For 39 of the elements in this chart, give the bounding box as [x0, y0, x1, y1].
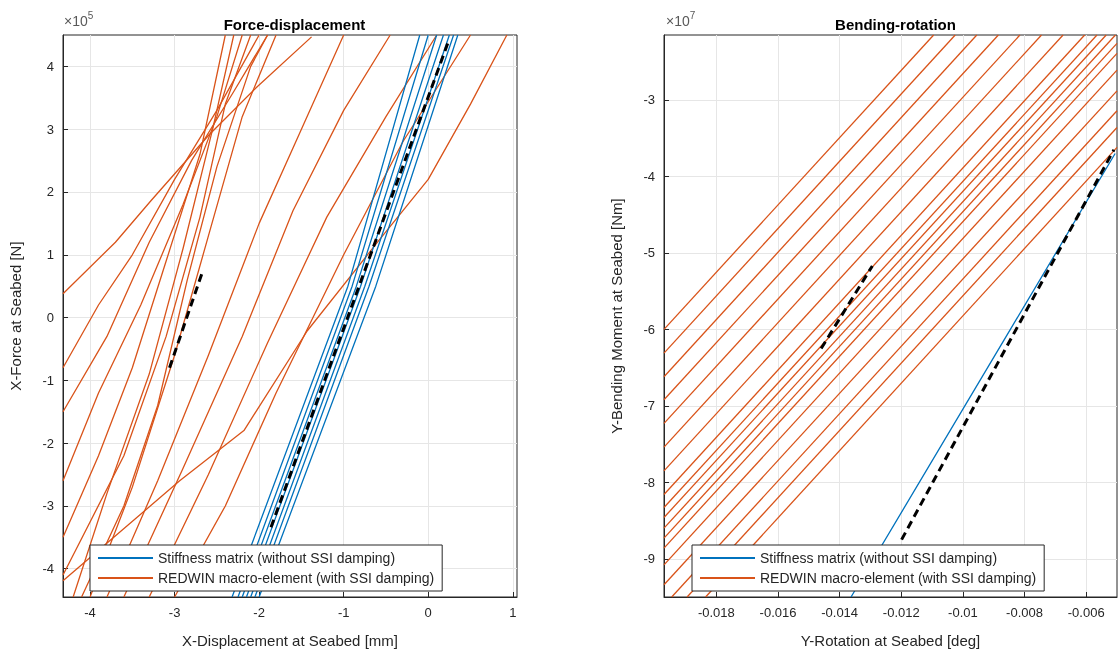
chart-title: Force-displacement — [223, 16, 366, 33]
y-tick-label: -4 — [643, 168, 655, 184]
x-tick-label: -2 — [253, 605, 265, 620]
y-tick-label: -6 — [643, 321, 655, 337]
y-axis-title: X-Force at Seabed [N] — [7, 241, 24, 391]
y-tick-label: -4 — [42, 561, 54, 577]
y-tick-label: -5 — [643, 245, 655, 261]
x-tick-label: -0.006 — [1067, 605, 1105, 620]
y-tick-label: 4 — [46, 58, 54, 74]
y-tick-label: -9 — [643, 551, 655, 567]
x-tick-label: -0.012 — [882, 605, 920, 620]
x-tick-label: -0.016 — [759, 605, 797, 620]
y-tick-label: 3 — [46, 121, 54, 137]
x-tick-label: -4 — [84, 605, 96, 620]
x-tick-label: -0.018 — [697, 605, 735, 620]
y-tick-label: -1 — [42, 372, 54, 388]
x-tick-label: -1 — [337, 605, 350, 620]
x-axis-title: X-Displacement at Seabed [mm] — [182, 632, 398, 649]
legend-label: REDWIN macro-element (with SSI damping) — [158, 570, 435, 586]
x-tick-label: -0.014 — [821, 605, 859, 620]
y-tick-label: 1 — [46, 247, 54, 263]
legend-label: REDWIN macro-element (with SSI damping) — [760, 570, 1037, 586]
x-axis-title: Y-Rotation at Seabed [deg] — [800, 632, 981, 649]
y-tick-label: -2 — [42, 435, 54, 451]
y-tick-label: -3 — [643, 92, 655, 108]
y-tick-label: -8 — [643, 474, 655, 490]
legend-label: Stiffness matrix (without SSI damping) — [158, 550, 396, 566]
y-tick-label: 0 — [46, 310, 54, 326]
x-tick-label: -0.008 — [1006, 605, 1043, 620]
x-tick-label: -3 — [168, 605, 181, 620]
legend-label: Stiffness matrix (without SSI damping) — [760, 550, 998, 566]
y-tick-label: -7 — [643, 398, 655, 414]
y-tick-label: 2 — [46, 184, 54, 200]
x-tick-label: -0.01 — [948, 605, 978, 620]
x-tick-label: 0 — [424, 605, 432, 620]
chart-title: Bending-rotation — [835, 16, 956, 33]
y-axis-title: Y-Bending Moment at Seabed [Nm] — [608, 198, 625, 434]
y-tick-label: -3 — [42, 498, 54, 514]
x-tick-label: 1 — [509, 605, 517, 620]
